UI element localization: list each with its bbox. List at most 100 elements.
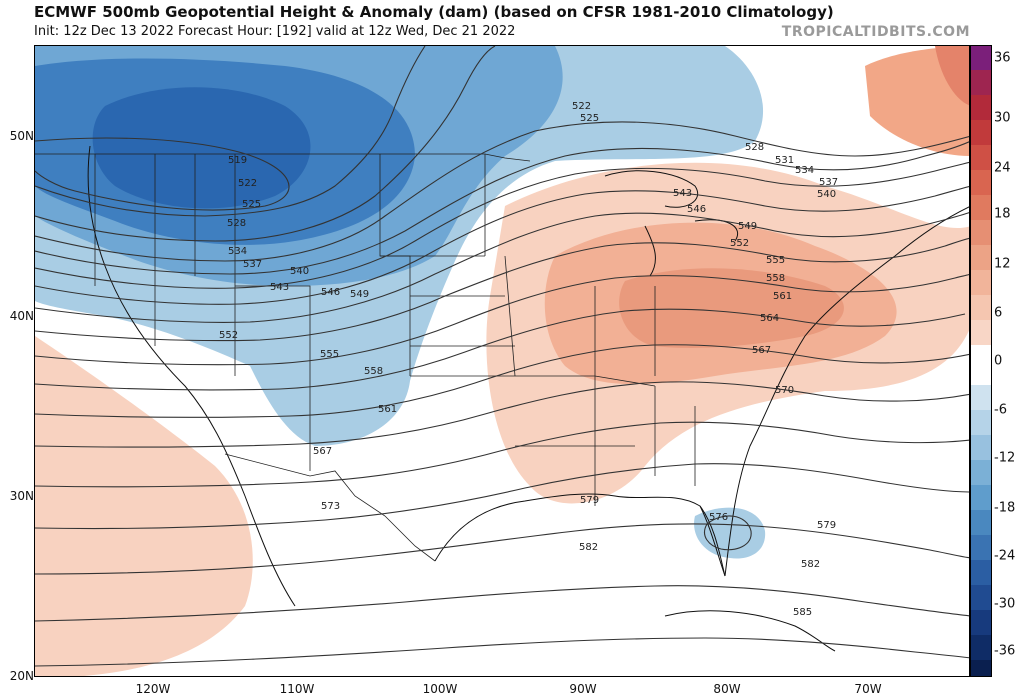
colorbar-tick: 18: [994, 206, 1011, 222]
contour-label: 552: [219, 330, 238, 341]
colorbar-tick: 36: [994, 50, 1011, 66]
anomaly-positive-core: [619, 268, 844, 348]
lon-label-90w: 90W: [569, 682, 597, 696]
contour-label: 531: [775, 155, 794, 166]
map-subtitle: Init: 12z Dec 13 2022 Forecast Hour: [19…: [34, 24, 516, 39]
colorbar-segment: [970, 510, 992, 535]
state-lines-central: [380, 154, 516, 377]
contour-label: 546: [687, 204, 706, 215]
colorbar-tick: -24: [994, 548, 1016, 564]
colorbar-tick: 24: [994, 160, 1011, 176]
colorbar-segment: [970, 195, 992, 220]
anomaly-negative-core: [92, 87, 311, 209]
contour-label: 540: [817, 189, 836, 200]
colorbar-segment: [970, 70, 992, 95]
great-lakes-outline: [604, 170, 738, 277]
contour-label: 555: [766, 255, 785, 266]
colorbar-segment: [970, 660, 992, 677]
contour-label: 585: [793, 607, 812, 618]
contour-label: 564: [760, 313, 779, 324]
us-canada-border: [35, 153, 531, 162]
lon-label-110w: 110W: [279, 682, 315, 696]
lat-label-40n: 40N: [9, 309, 34, 323]
contour-label: 576: [709, 512, 728, 523]
contour-label: 543: [270, 282, 289, 293]
colorbar-tick: 6: [994, 305, 1003, 321]
colorbar-tick: -6: [994, 402, 1007, 418]
colorbar-segment: [970, 320, 992, 345]
colorbar-segment: [970, 410, 992, 435]
contour-label: 528: [227, 218, 246, 229]
contour-label: 540: [290, 266, 309, 277]
contour-label: 555: [320, 349, 339, 360]
colorbar-segment: [970, 145, 992, 170]
anomaly-colorbar: [970, 45, 992, 677]
contour-label: 582: [801, 559, 820, 570]
colorbar-tick: -30: [994, 596, 1016, 612]
atlantic-coastline: [724, 206, 969, 577]
political-boundaries: [35, 153, 696, 562]
colorbar-tick: -18: [994, 500, 1016, 516]
florida-peninsula: [699, 505, 726, 577]
state-lines-west: [94, 154, 411, 471]
pacific-coastline: [87, 145, 296, 607]
contour-label: 552: [730, 238, 749, 249]
colorbar-segment: [970, 295, 992, 320]
contour-label: 525: [580, 113, 599, 124]
contour-label: 537: [819, 177, 838, 188]
contour-label: 537: [243, 259, 262, 270]
contour-label: 558: [766, 273, 785, 284]
contour-label: 528: [745, 142, 764, 153]
contour-label: 582: [579, 542, 598, 553]
contour-label: 573: [321, 501, 340, 512]
contour-label: 570: [775, 385, 794, 396]
contour-labels: 519 522 525 528 534 537 540 543 546 549 …: [219, 101, 838, 618]
contour-label: 522: [238, 178, 257, 189]
contour-label: 561: [773, 291, 792, 302]
colorbar-segment: [970, 610, 992, 635]
colorbar-segment: [970, 270, 992, 295]
anomaly-shading: [35, 46, 969, 676]
lon-label-80w: 80W: [713, 682, 741, 696]
contour-label: 534: [795, 165, 814, 176]
colorbar-tick: 12: [994, 256, 1011, 272]
lon-label-120w: 120W: [135, 682, 171, 696]
map-panel: 519 522 525 528 534 537 540 543 546 549 …: [34, 45, 970, 677]
colorbar-segment: [970, 460, 992, 485]
colorbar-segment: [970, 120, 992, 145]
anomaly-positive-west: [35, 336, 253, 676]
contour-label: 519: [228, 155, 247, 166]
colorbar-segment: [970, 220, 992, 245]
colorbar-segment: [970, 535, 992, 560]
contour-label: 561: [378, 404, 397, 415]
colorbar-segment: [970, 170, 992, 195]
contour-label: 546: [321, 287, 340, 298]
colorbar-tick: -36: [994, 643, 1016, 659]
lat-label-20n: 20N: [9, 669, 34, 683]
colorbar-segment: [970, 560, 992, 585]
contour-label: 549: [738, 221, 757, 232]
colorbar-segment: [970, 385, 992, 410]
contour-label: 534: [228, 246, 247, 257]
colorbar-segment: [970, 585, 992, 610]
map-svg: 519 522 525 528 534 537 540 543 546 549 …: [35, 46, 969, 676]
state-lines-east: [515, 286, 696, 506]
site-credit: TROPICALTIDBITS.COM: [781, 24, 970, 40]
contour-label: 567: [752, 345, 771, 356]
colorbar-segment: [970, 435, 992, 460]
gulf-coastline: [434, 493, 726, 577]
contour-label: 579: [580, 495, 599, 506]
us-mexico-border: [224, 453, 436, 562]
anomaly-positive-northeast-core: [935, 46, 969, 106]
contour-label: 567: [313, 446, 332, 457]
contour-label: 549: [350, 289, 369, 300]
colorbar-segment: [970, 635, 992, 660]
height-contours: [35, 46, 969, 667]
contour-label: 579: [817, 520, 836, 531]
colorbar-tick: -12: [994, 450, 1016, 466]
lon-label-70w: 70W: [854, 682, 882, 696]
colorbar-segment: [970, 245, 992, 270]
contour-label: 525: [242, 199, 261, 210]
map-title: ECMWF 500mb Geopotential Height & Anomal…: [34, 3, 834, 21]
contour-label: 522: [572, 101, 591, 112]
